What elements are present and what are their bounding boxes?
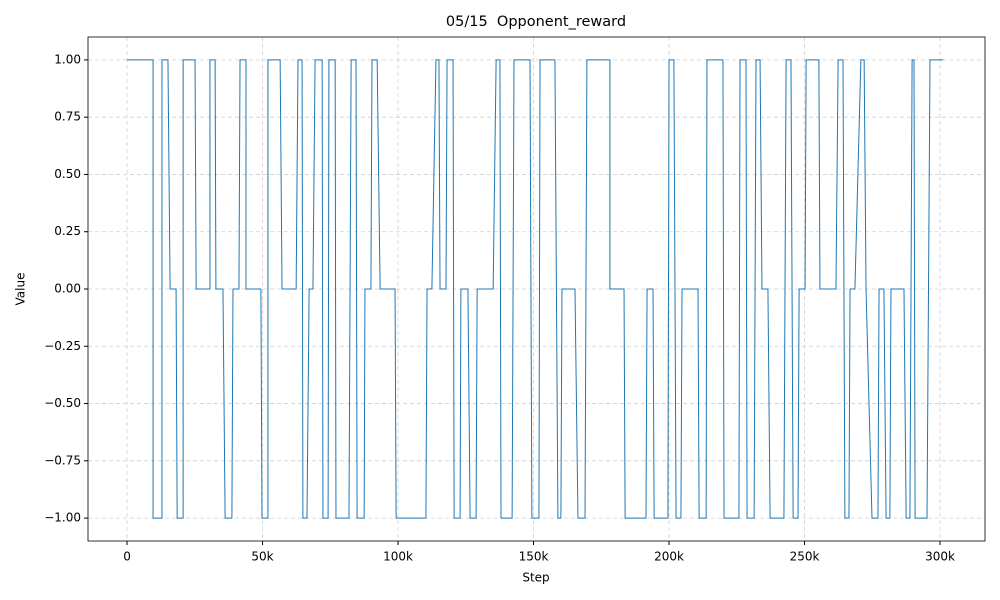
y-axis-label: Value xyxy=(14,273,28,306)
y-tick-label: 0.25 xyxy=(54,224,81,238)
x-tick-label: 250k xyxy=(790,550,820,564)
x-tick-label: 0 xyxy=(123,550,131,564)
y-tick-label: −0.75 xyxy=(44,453,81,467)
y-tick-label: −1.00 xyxy=(44,511,81,525)
chart-title: 05/15 Opponent_reward xyxy=(446,14,626,30)
x-axis-label: Step xyxy=(522,571,549,585)
x-tick-label: 50k xyxy=(251,550,273,564)
plot-frame xyxy=(87,36,986,542)
x-tick-label: 200k xyxy=(654,550,684,564)
y-tick-label: −0.25 xyxy=(44,339,81,353)
y-tick-label: 1.00 xyxy=(54,52,81,66)
y-tick-label: −0.50 xyxy=(44,396,81,410)
x-tick-label: 100k xyxy=(383,550,413,564)
x-tick-label: 150k xyxy=(519,550,549,564)
y-tick-label: 0.00 xyxy=(54,282,81,296)
y-tick-label: 0.50 xyxy=(54,167,81,181)
x-tick-label: 300k xyxy=(925,550,955,564)
data-line xyxy=(127,59,943,519)
y-tick-label: 0.75 xyxy=(54,110,81,124)
